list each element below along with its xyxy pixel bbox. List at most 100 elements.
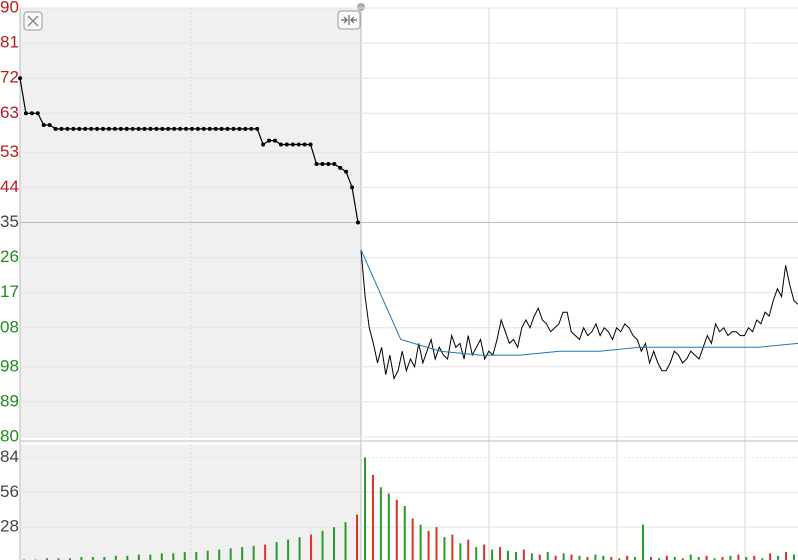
auction-dot	[101, 126, 106, 131]
volume-bar	[57, 558, 60, 560]
auction-dot	[231, 126, 236, 131]
volume-bar	[530, 553, 533, 560]
volume-bar	[705, 555, 708, 560]
y-tick-label: 84	[0, 447, 19, 466]
volume-bar	[729, 555, 732, 560]
volume-bar	[241, 547, 244, 560]
auction-dot	[213, 126, 218, 131]
collapse-button[interactable]	[337, 10, 361, 30]
auction-dot	[332, 162, 337, 166]
volume-bar	[356, 514, 358, 560]
volume-bar	[183, 552, 186, 560]
volume-bar	[195, 552, 198, 560]
auction-line	[19, 78, 359, 223]
auction-dot	[71, 126, 76, 131]
auction-dot	[124, 126, 129, 131]
auction-dot	[344, 169, 349, 174]
auction-dot	[284, 142, 289, 147]
volume-bar	[333, 527, 336, 560]
volume-bar	[467, 539, 470, 560]
volume-bar	[514, 552, 517, 560]
auction-dot	[308, 142, 313, 147]
auction-dot	[249, 126, 254, 131]
volume-bar	[364, 457, 366, 560]
auction-dot	[77, 126, 82, 131]
auction-dot	[189, 126, 194, 131]
volume-bar	[745, 557, 748, 560]
sun-icon	[357, 3, 365, 11]
volume-bar	[689, 554, 692, 560]
volume-bar	[172, 553, 175, 560]
auction-dot	[130, 126, 135, 131]
auction-dot	[142, 126, 147, 131]
volume-bar	[562, 553, 565, 560]
auction-dot	[118, 126, 123, 131]
volume-bar	[483, 544, 486, 560]
volume-bar	[642, 524, 645, 560]
auction-dot	[267, 138, 272, 143]
volume-bar	[594, 554, 597, 560]
volume-bar	[68, 558, 71, 560]
volume-bar	[721, 557, 724, 560]
volume-bar	[252, 545, 255, 560]
auction-dot	[172, 126, 177, 131]
volume-bar	[451, 534, 454, 560]
auction-dot	[302, 142, 307, 147]
auction-dot	[356, 220, 360, 225]
auction-dot	[53, 126, 58, 131]
auction-dot	[272, 138, 277, 143]
y-tick-label: 72	[0, 68, 19, 87]
auction-dot	[18, 76, 22, 81]
volume-bar	[657, 558, 660, 560]
collapse-icon	[341, 15, 357, 25]
y-tick-label: 89	[0, 391, 19, 410]
auction-dot	[184, 126, 189, 131]
volume-bar	[371, 474, 374, 560]
volume-bar	[793, 554, 795, 560]
auction-dot	[255, 126, 260, 131]
volume-bar	[126, 555, 129, 560]
auction-dot	[261, 142, 266, 147]
auction-shade	[20, 445, 361, 560]
auction-dot	[136, 126, 141, 131]
auction-dot	[350, 185, 355, 190]
auction-dot	[278, 142, 283, 147]
volume-bar	[379, 487, 382, 560]
volume-bar	[753, 555, 756, 560]
volume-bar	[522, 549, 525, 560]
volume-bar	[538, 554, 541, 560]
volume-bar	[737, 554, 740, 560]
volume-bar	[697, 557, 700, 560]
volume-bar	[80, 557, 83, 560]
volume-bar	[395, 499, 398, 560]
volume-bar	[570, 554, 573, 560]
auction-dot	[154, 126, 159, 131]
y-tick-label: 81	[0, 33, 19, 52]
auction-dot	[112, 126, 117, 131]
volume-bar	[681, 558, 684, 560]
volume-bar	[264, 544, 267, 560]
volume-bar	[287, 539, 290, 560]
close-icon	[27, 15, 39, 27]
y-tick-label: 98	[0, 356, 19, 375]
grid	[19, 8, 798, 560]
volume-bar	[475, 547, 478, 560]
volume-bar	[777, 555, 780, 560]
auction-dot	[29, 111, 34, 116]
auction-dot	[23, 111, 28, 116]
volume-bar	[761, 558, 764, 560]
volume-bar	[45, 558, 48, 560]
volume-bar	[91, 557, 94, 560]
auction-dot	[59, 126, 64, 131]
volume-bar	[586, 557, 589, 560]
close-button[interactable]	[23, 11, 43, 31]
auction-dot	[178, 126, 183, 131]
volume-bar	[218, 549, 221, 560]
volume-bar	[546, 552, 549, 560]
volume-bar	[275, 542, 278, 560]
volume-bar	[673, 557, 676, 560]
y-tick-label: 80	[0, 426, 19, 445]
auction-dot	[225, 126, 230, 131]
